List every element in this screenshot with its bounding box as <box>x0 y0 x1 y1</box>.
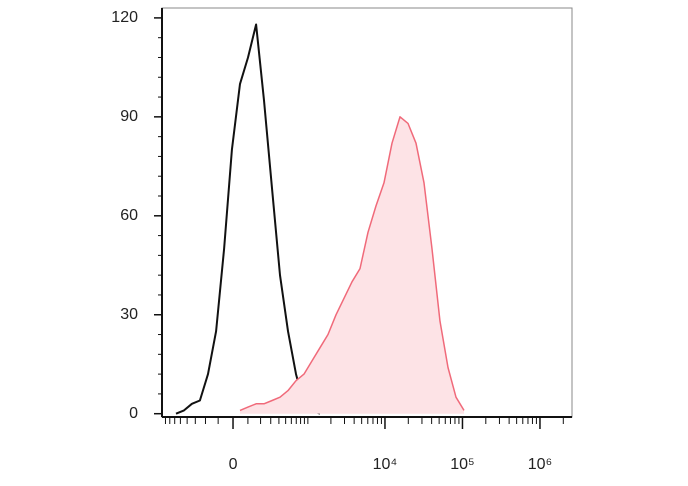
x-tick-label: 0 <box>229 456 238 473</box>
histogram-line <box>175 23 321 415</box>
y-tick-label: 60 <box>120 207 138 224</box>
x-tick-label: 10⁶ <box>528 456 552 473</box>
y-tick-label: 30 <box>120 306 138 323</box>
y-tick-label: 120 <box>111 9 138 26</box>
x-tick-label: 10⁴ <box>373 456 398 473</box>
y-tick-label: 0 <box>129 405 138 422</box>
histogram-line <box>239 116 465 412</box>
histogram-area <box>240 116 464 414</box>
y-tick-label: 90 <box>120 108 138 125</box>
x-tick-label: 10⁵ <box>450 456 474 473</box>
